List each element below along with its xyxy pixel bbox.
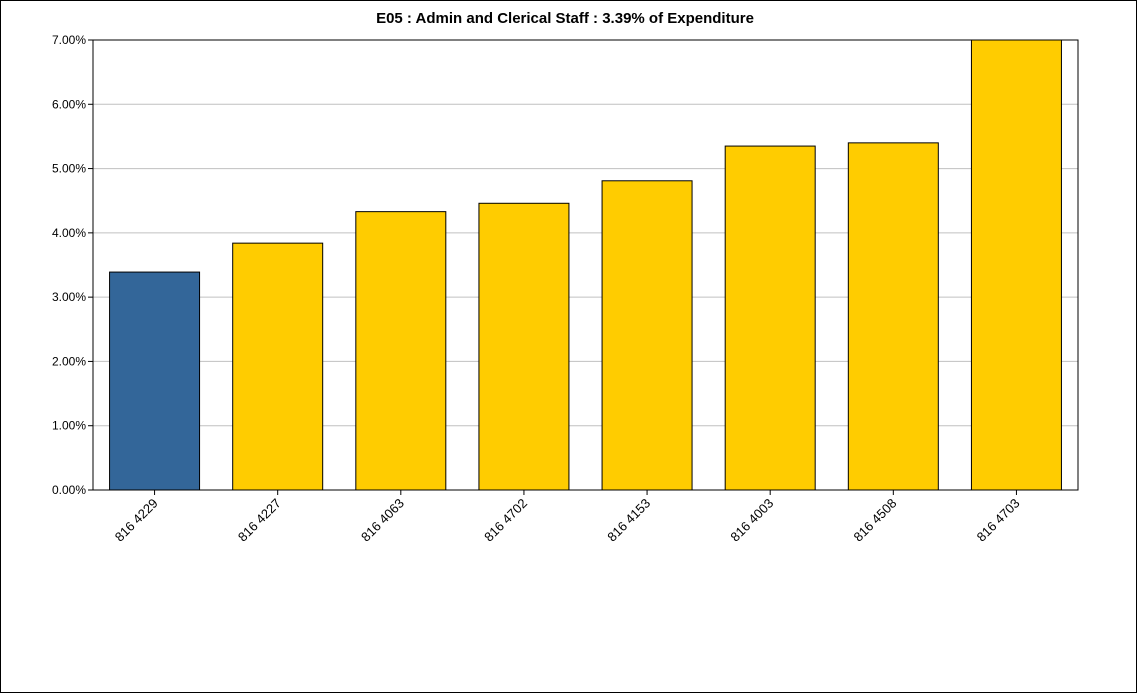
bar [601,180,693,491]
bar [355,211,447,491]
bar [232,242,324,491]
bar [724,145,816,491]
y-tick-label: 2.00% [52,354,86,368]
x-tick-label: 816 4153 [604,496,653,545]
x-tick-label: 816 4508 [850,496,899,545]
axes [92,39,1079,491]
x-tick-label: 816 4703 [974,496,1023,545]
y-tick-label: 7.00% [52,33,86,47]
bar [478,202,570,491]
y-axis-ticks: 0.00% 1.00% 2.00% 3.00% 4.00% 5.00% 6.00% 7.00% [52,33,93,497]
y-tick-label: 6.00% [52,97,86,111]
x-tick-label: 816 4229 [112,496,161,545]
plot-area-border [92,39,1079,491]
y-tick-label: 5.00% [52,162,86,176]
x-tick-label: 816 4227 [235,496,284,545]
x-tick-label: 816 4003 [727,496,776,545]
bar [847,142,939,491]
bar [109,271,201,491]
chart-title: E05 : Admin and Clerical Staff : 3.39% o… [376,10,754,27]
x-axis-ticks: 816 4229 816 4227 816 4063 816 4702 816 4153… [112,490,1023,544]
y-tick-label: 4.00% [52,226,86,240]
y-tick-label: 0.00% [52,483,86,497]
bars [109,39,1062,491]
y-tick-label: 1.00% [52,419,86,433]
bar [970,39,1062,491]
y-tick-label: 3.00% [52,290,86,304]
x-tick-label: 816 4702 [481,496,530,545]
x-tick-label: 816 4063 [358,496,407,545]
